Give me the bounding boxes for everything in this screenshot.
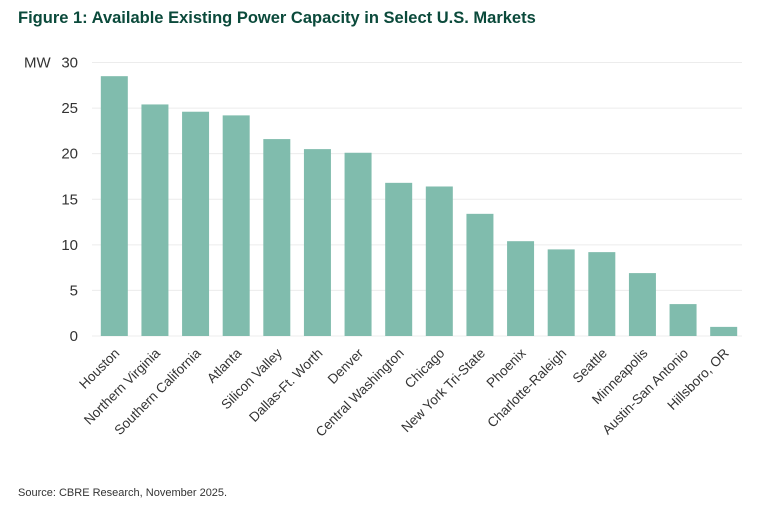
- y-tick-label: 5: [70, 282, 78, 299]
- x-tick-label: Charlotte-Raleigh: [484, 346, 569, 431]
- bar: [303, 149, 331, 336]
- bar: [222, 115, 250, 336]
- bar: [263, 139, 291, 336]
- bar: [425, 186, 453, 336]
- bar: [507, 241, 535, 336]
- bar: [141, 104, 169, 336]
- bar: [547, 249, 575, 336]
- x-tick-label: Dallas-Ft. Worth: [246, 346, 325, 425]
- bar: [466, 213, 494, 336]
- x-tick-label: Atlanta: [204, 345, 245, 386]
- bar: [385, 182, 413, 336]
- chart-title: Figure 1: Available Existing Power Capac…: [18, 9, 536, 27]
- y-tick-label: 0: [70, 328, 78, 345]
- y-tick-label: 20: [61, 146, 78, 163]
- bar: [100, 76, 128, 337]
- y-tick-label: 10: [61, 237, 78, 254]
- y-axis-label: MW: [24, 55, 51, 72]
- bar: [710, 326, 738, 336]
- bar: [588, 252, 616, 336]
- y-tick-label: 25: [61, 100, 78, 117]
- bar: [344, 152, 372, 336]
- y-tick-label: 15: [61, 191, 78, 208]
- bar: [669, 304, 697, 336]
- y-tick-label: 30: [61, 55, 78, 72]
- x-tick-label: Seattle: [570, 346, 610, 386]
- bar: [182, 111, 210, 336]
- source-note: Source: CBRE Research, November 2025.: [18, 487, 228, 499]
- bar: [628, 273, 656, 336]
